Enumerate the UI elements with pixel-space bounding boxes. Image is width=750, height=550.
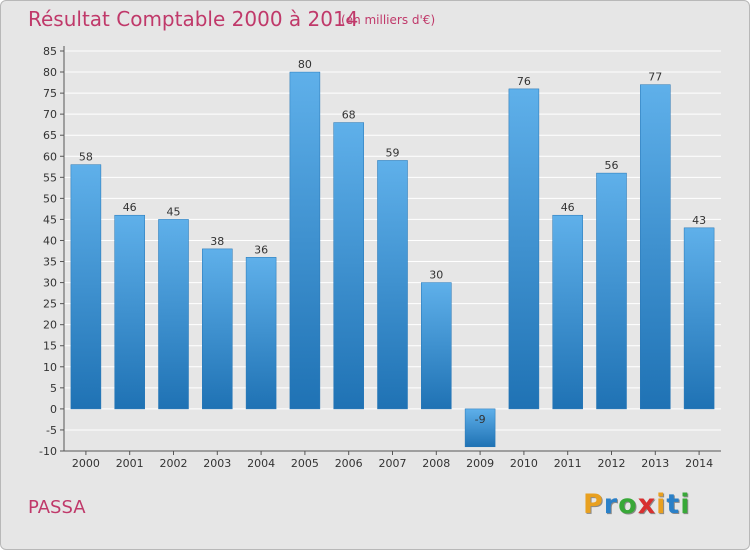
bar-2012[interactable] (596, 172, 627, 410)
data-label: 36 (254, 243, 268, 256)
chart-subtitle: (en milliers d'€) (341, 13, 436, 27)
y-tick-label: 10 (43, 361, 57, 374)
y-tick-label: 50 (43, 192, 57, 205)
x-tick-label: 2001 (116, 457, 144, 470)
x-tick-label: 2003 (203, 457, 231, 470)
y-tick-label: 70 (43, 108, 57, 121)
x-tick-label: 2006 (335, 457, 363, 470)
data-label: 43 (692, 214, 706, 227)
data-labels: 58 46 45 38 36 80 68 59 30 -9 76 46 56 77 43 (79, 58, 706, 426)
bars (70, 71, 715, 448)
data-label: -9 (475, 413, 486, 426)
y-tick-label: -10 (39, 445, 57, 458)
bar-2010[interactable] (508, 88, 540, 410)
bar-2011[interactable] (552, 214, 583, 410)
bar-2013[interactable] (640, 84, 671, 410)
x-tick-label: 2008 (422, 457, 450, 470)
proxiti-logo[interactable]: Proxiti (583, 489, 691, 520)
y-tick-label: 75 (43, 87, 57, 100)
bar-2004[interactable] (245, 257, 277, 410)
data-label: 38 (210, 235, 224, 248)
y-tick-label: 80 (43, 66, 57, 79)
logo-letter: x (637, 489, 657, 520)
bar-2014[interactable] (683, 227, 715, 410)
x-tick-label: 2012 (598, 457, 626, 470)
bar-2002[interactable] (158, 219, 189, 410)
y-tick-label: 65 (43, 129, 57, 142)
data-label: 58 (79, 151, 93, 164)
data-label: 80 (298, 58, 312, 71)
bar-2005[interactable] (289, 71, 321, 410)
data-label: 56 (605, 159, 619, 172)
logo-letter: P (583, 489, 604, 520)
x-tick-label: 2014 (685, 457, 713, 470)
x-tick-label: 2002 (160, 457, 188, 470)
bar-2006[interactable] (333, 122, 364, 410)
bar-2009[interactable] (464, 408, 496, 448)
commune-name: PASSA (28, 497, 86, 518)
x-tick-label: 2011 (554, 457, 582, 470)
logo-letter: t (666, 489, 681, 520)
bar-2000[interactable] (70, 164, 102, 410)
y-tick-label: 5 (50, 382, 57, 395)
axes (60, 46, 721, 455)
bar-2003[interactable] (202, 248, 233, 410)
x-tick-label: 2007 (379, 457, 407, 470)
x-tick-labels: 2000 2001 2002 2003 2004 2005 2006 2007 2008 2009… (72, 457, 713, 470)
y-tick-label: 0 (50, 403, 57, 416)
logo-letter: r (603, 489, 619, 520)
y-tick-label: 85 (43, 45, 57, 58)
data-label: 46 (123, 201, 137, 214)
y-tick-label: 60 (43, 150, 57, 163)
logo-letter: o (618, 489, 638, 520)
y-tick-label: 45 (43, 213, 57, 226)
y-tick-label: 55 (43, 171, 57, 184)
bar-2008[interactable] (421, 282, 452, 410)
bar-2007[interactable] (377, 160, 408, 410)
data-label: 30 (429, 269, 443, 282)
bar-2001[interactable] (114, 214, 145, 410)
chart-title: Résultat Comptable 2000 à 2014 (28, 7, 359, 31)
data-label: 45 (167, 205, 181, 218)
data-label: 59 (386, 146, 400, 159)
y-tick-label: 20 (43, 319, 57, 332)
logo-letter: i (656, 489, 667, 520)
x-tick-label: 2009 (466, 457, 494, 470)
y-tick-label: 40 (43, 234, 57, 247)
data-label: 46 (561, 201, 575, 214)
y-tick-label: 15 (43, 340, 57, 353)
x-tick-label: 2005 (291, 457, 319, 470)
data-label: 76 (517, 75, 531, 88)
x-tick-label: 2010 (510, 457, 538, 470)
y-tick-labels: -10 -5 0 5 10 15 20 25 30 35 40 45 50 55 60 65 70 75 80 85 (39, 45, 57, 458)
logo-letter: i (680, 489, 691, 520)
data-label: 68 (342, 109, 356, 122)
y-tick-label: 35 (43, 256, 57, 269)
y-tick-label: 30 (43, 277, 57, 290)
y-tick-label: 25 (43, 298, 57, 311)
data-label: 77 (648, 71, 662, 84)
x-tick-label: 2000 (72, 457, 100, 470)
x-tick-label: 2013 (641, 457, 669, 470)
x-tick-label: 2004 (247, 457, 275, 470)
y-tick-label: -5 (46, 424, 57, 437)
